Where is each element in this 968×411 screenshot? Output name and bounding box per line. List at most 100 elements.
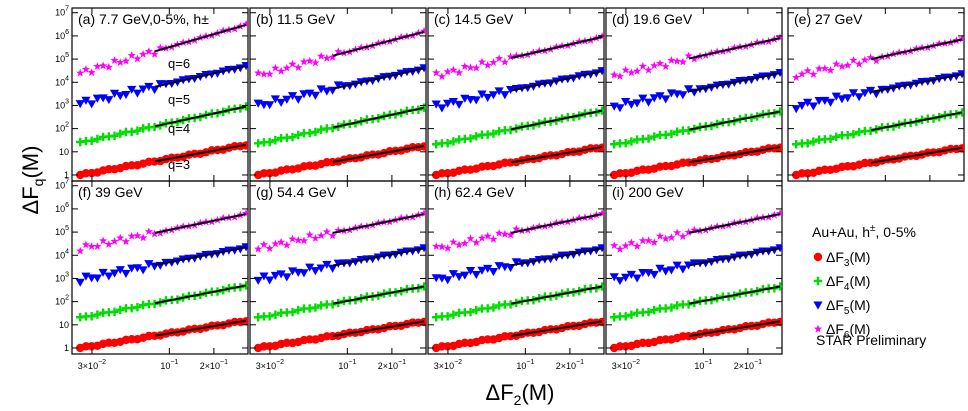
data-point	[144, 82, 154, 91]
series-1	[254, 282, 426, 322]
data-point	[127, 85, 137, 94]
data-point	[443, 243, 452, 252]
data-point	[644, 307, 653, 317]
x-tick-label: 10−1	[338, 359, 356, 371]
data-point	[866, 53, 875, 61]
fit-line	[688, 146, 781, 164]
series-1	[792, 108, 964, 149]
data-point	[87, 312, 96, 321]
data-point	[661, 267, 671, 276]
data-point	[299, 90, 309, 99]
data-point	[472, 305, 481, 315]
data-point	[488, 91, 499, 100]
data-point	[75, 278, 85, 287]
data-point	[808, 102, 818, 111]
series-2	[253, 244, 426, 285]
fit-line	[332, 213, 425, 234]
fit-line	[510, 285, 603, 305]
panel-data	[253, 26, 426, 180]
fit-line	[510, 247, 603, 267]
data-point	[293, 95, 303, 104]
series-3	[792, 34, 964, 81]
panel-data	[431, 209, 604, 353]
fit-line	[870, 111, 963, 132]
data-point	[661, 95, 671, 104]
data-point	[305, 89, 315, 98]
data-point	[397, 32, 406, 41]
data-point	[271, 239, 280, 248]
data-point	[678, 57, 687, 66]
data-point	[684, 126, 693, 135]
panel-2: (c) 14.5 GeV	[427, 7, 605, 182]
data-point	[466, 307, 475, 317]
series-3	[254, 26, 426, 78]
data-point	[958, 34, 964, 43]
data-point	[455, 240, 464, 249]
panels-group: 1 10 102 103 104 105 106 107 (a) 7.7 GeV,0-5%, h…	[55, 6, 965, 371]
y-tick-label: 106	[55, 202, 69, 214]
data-point	[820, 64, 829, 72]
x-tick-label: 2×10−1	[556, 359, 584, 371]
data-point	[449, 65, 458, 74]
data-point	[753, 38, 762, 47]
fit-line	[510, 70, 603, 92]
data-point	[322, 87, 332, 96]
panel-frame	[787, 7, 965, 182]
panel-6: 3×10−2 10−1 2×10−1 (g) 54.4 GeV	[249, 180, 427, 371]
series-0	[432, 317, 604, 353]
data-point	[471, 271, 481, 280]
data-point	[76, 246, 85, 255]
data-point	[667, 129, 676, 139]
legend-marker	[813, 301, 823, 310]
data-point	[265, 276, 275, 285]
data-point	[650, 238, 659, 246]
data-point	[311, 303, 320, 312]
panel-frame	[605, 180, 783, 355]
data-point	[150, 229, 159, 238]
data-point	[138, 266, 148, 275]
data-point	[322, 53, 331, 62]
data-point	[683, 261, 694, 270]
series-1	[76, 102, 248, 147]
panel-title: (g) 54.4 GeV	[256, 184, 337, 200]
data-point	[797, 69, 806, 78]
fit-line	[332, 144, 425, 163]
data-point	[512, 51, 521, 60]
panel-title: (a) 7.7 GeV,0-5%, h±	[78, 11, 209, 27]
data-point	[684, 300, 693, 309]
data-point	[465, 267, 476, 276]
q-label: q=4	[168, 121, 190, 136]
data-point	[460, 62, 469, 70]
y-tick-label: 103	[55, 271, 69, 283]
data-point	[76, 68, 85, 77]
data-point	[831, 92, 841, 101]
data-point	[443, 138, 452, 148]
data-point	[684, 228, 693, 236]
data-point	[849, 56, 858, 64]
series-3	[610, 33, 782, 80]
data-point	[615, 104, 625, 113]
data-point	[506, 230, 515, 239]
data-point	[75, 100, 85, 109]
data-point	[294, 236, 303, 244]
data-point	[432, 242, 441, 250]
q-label: q=6	[168, 56, 190, 71]
data-point	[843, 94, 853, 103]
x-axis-label: ΔF2(M)	[486, 380, 555, 408]
data-point	[626, 270, 636, 279]
series-2	[431, 67, 604, 113]
data-point	[219, 26, 228, 35]
panel-title: (b) 11.5 GeV	[256, 11, 336, 27]
data-point	[316, 85, 326, 94]
fit-line	[870, 146, 963, 164]
data-point	[448, 98, 458, 107]
data-point	[848, 89, 859, 98]
fit-line	[154, 143, 247, 163]
data-point	[837, 95, 847, 104]
data-point	[500, 91, 510, 100]
data-point	[661, 62, 670, 70]
data-point	[449, 137, 458, 146]
data-point	[610, 70, 619, 79]
data-point	[500, 229, 509, 238]
data-point	[328, 231, 337, 240]
